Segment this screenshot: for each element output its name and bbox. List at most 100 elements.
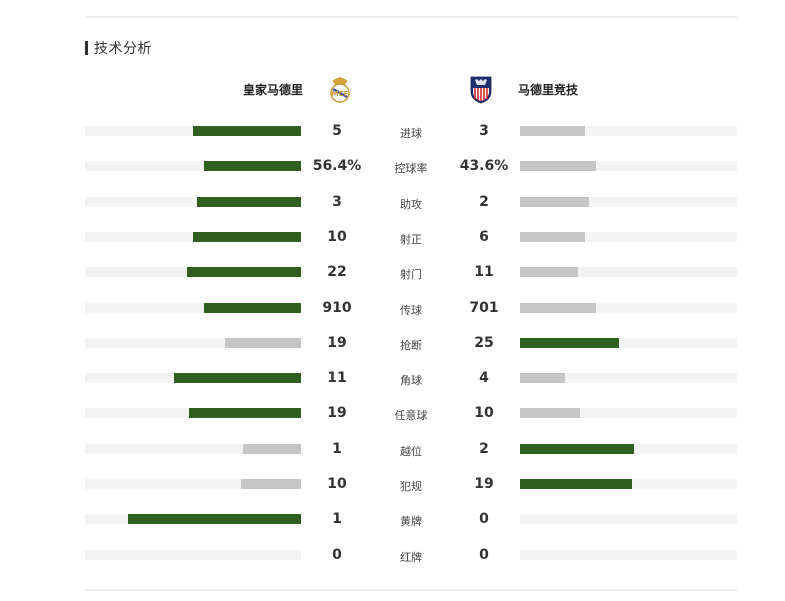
stat-label: 传球 (400, 304, 422, 317)
stat-row: 910 传球 701 (0, 297, 785, 321)
stat-row: 1 越位 2 (0, 438, 785, 462)
home-value: 0 (332, 547, 342, 563)
stat-row: 19 抢断 25 (0, 332, 785, 356)
home-value: 1 (332, 441, 342, 457)
home-value: 3 (332, 194, 342, 210)
stat-label: 角球 (400, 374, 422, 387)
away-value: 2 (479, 194, 489, 210)
away-bar-track (520, 197, 737, 207)
home-bar-fill (189, 408, 301, 418)
away-value: 25 (474, 335, 494, 351)
away-value: 0 (479, 511, 489, 527)
stat-row: 19 任意球 10 (0, 402, 785, 426)
home-bar-fill (241, 479, 301, 489)
away-value: 2 (479, 441, 489, 457)
home-value: 5 (332, 123, 342, 139)
home-bar-track (85, 267, 301, 277)
stat-row: 56.4% 控球率 43.6% (0, 155, 785, 179)
away-value: 3 (479, 123, 489, 139)
home-bar-track (85, 514, 301, 524)
stat-label: 黄牌 (400, 515, 422, 528)
away-value: 43.6% (459, 158, 509, 174)
home-bar-track (85, 303, 301, 313)
stat-row: 10 射正 6 (0, 226, 785, 250)
away-bar-track (520, 267, 737, 277)
away-bar-fill (520, 408, 580, 418)
home-bar-fill (243, 444, 301, 454)
home-bar-track (85, 444, 301, 454)
section-title: 技术分析 (94, 41, 152, 57)
home-bar-track (85, 126, 301, 136)
away-bar-fill (520, 338, 619, 348)
stat-label: 抢断 (400, 339, 422, 352)
away-bar-fill (520, 197, 589, 207)
stat-row: 10 犯规 19 (0, 473, 785, 497)
home-value: 10 (327, 476, 347, 492)
away-value: 701 (469, 300, 499, 316)
away-bar-fill (520, 444, 634, 454)
home-bar-track (85, 550, 301, 560)
home-bar-fill (193, 232, 301, 242)
away-value: 0 (479, 547, 489, 563)
stat-label: 助攻 (400, 198, 422, 211)
away-bar-track (520, 479, 737, 489)
top-divider (85, 16, 737, 18)
home-bar-track (85, 197, 301, 207)
stat-row: 22 射门 11 (0, 261, 785, 285)
home-bar-fill (174, 373, 301, 383)
home-bar-fill (128, 514, 301, 524)
away-bar-fill (520, 373, 565, 383)
stat-label: 犯规 (400, 480, 422, 493)
home-bar-track (85, 161, 301, 171)
away-value: 4 (479, 370, 489, 386)
section-header: 技术分析 (85, 38, 152, 58)
home-value: 10 (327, 229, 347, 245)
svg-text:MCF: MCF (332, 90, 349, 98)
atletico-madrid-crest-icon[interactable] (469, 74, 493, 104)
away-value: 11 (474, 264, 494, 280)
away-bar-track (520, 232, 737, 242)
home-bar-fill (225, 338, 301, 348)
stat-row: 11 角球 4 (0, 367, 785, 391)
away-bar-track (520, 338, 737, 348)
away-bar-track (520, 408, 737, 418)
title-marker (85, 41, 88, 55)
home-value: 11 (327, 370, 347, 386)
away-bar-track (520, 161, 737, 171)
home-bar-track (85, 232, 301, 242)
stat-label: 射正 (400, 233, 422, 246)
away-bar-track (520, 126, 737, 136)
home-bar-fill (187, 267, 301, 277)
home-value: 19 (327, 335, 347, 351)
stat-label: 进球 (400, 127, 422, 140)
home-bar-track (85, 338, 301, 348)
home-value: 22 (327, 264, 347, 280)
home-bar-fill (193, 126, 301, 136)
stat-label: 任意球 (394, 409, 428, 422)
home-bar-track (85, 408, 301, 418)
away-team-name[interactable]: 马德里竞技 (518, 83, 579, 97)
home-value: 1 (332, 511, 342, 527)
stat-row: 5 进球 3 (0, 120, 785, 144)
away-bar-track (520, 550, 737, 560)
away-bar-fill (520, 267, 578, 277)
away-bar-track (520, 373, 737, 383)
away-value: 6 (479, 229, 489, 245)
stat-label: 射门 (400, 268, 422, 281)
away-bar-fill (520, 303, 596, 313)
real-madrid-crest-icon[interactable]: MCF (329, 75, 351, 103)
away-bar-track (520, 303, 737, 313)
away-bar-fill (520, 232, 585, 242)
stat-label: 控球率 (394, 162, 428, 175)
home-bar-track (85, 479, 301, 489)
stat-label: 越位 (400, 445, 422, 458)
away-bar-track (520, 514, 737, 524)
bottom-divider (85, 589, 737, 591)
home-team-name[interactable]: 皇家马德里 (242, 83, 303, 97)
home-bar-track (85, 373, 301, 383)
away-value: 10 (474, 405, 494, 421)
away-bar-fill (520, 479, 632, 489)
stat-label: 红牌 (400, 551, 422, 564)
home-bar-fill (204, 161, 301, 171)
